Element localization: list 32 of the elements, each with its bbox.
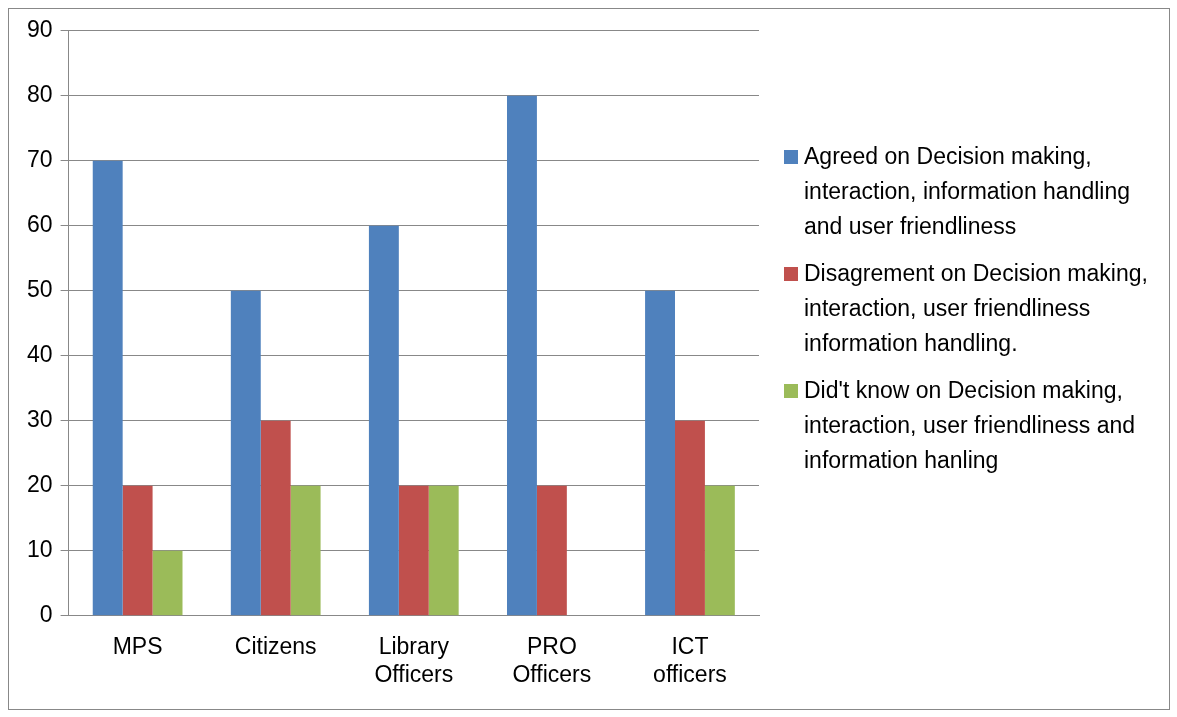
x-tick-label: Library Officers: [374, 632, 454, 687]
bar: [398, 485, 429, 616]
bar: [428, 485, 459, 616]
bar: [675, 420, 705, 616]
bar: [645, 290, 675, 616]
x-tick-label: Citizens: [234, 632, 317, 659]
y-tick-label: 0: [39, 601, 53, 628]
y-tick-label: 10: [26, 536, 53, 563]
y-tick-label: 90: [26, 16, 53, 43]
x-tick-label: PRO Officers: [512, 632, 592, 687]
bar: [704, 485, 735, 616]
bar: [260, 420, 291, 616]
y-tick-label: 50: [26, 276, 53, 303]
y-tick-label: 70: [26, 146, 53, 173]
legend-label: Disagrement on Decision making, interaction, user friendliness information handling.: [804, 259, 1149, 358]
bar: [368, 225, 399, 616]
y-tick-label: 30: [26, 406, 53, 433]
bar: [92, 160, 123, 616]
bar: [536, 485, 567, 616]
legend-label: Agreed on Decision making, interaction, information handling and user friendliness: [804, 142, 1132, 241]
legend-label: Did't know on Decision making, interaction, user friendliness and information hanling: [804, 376, 1137, 475]
bar: [507, 95, 537, 616]
bar: [152, 550, 183, 616]
x-tick-label: ICT officers: [653, 632, 727, 687]
y-tick-label: 60: [26, 211, 53, 238]
y-tick-label: 80: [26, 81, 53, 108]
bar: [122, 485, 153, 616]
bar: [230, 290, 261, 616]
y-tick-label: 40: [26, 341, 53, 368]
x-tick-label: MPS: [112, 632, 163, 659]
bar: [290, 485, 321, 616]
y-tick-label: 20: [26, 471, 53, 498]
